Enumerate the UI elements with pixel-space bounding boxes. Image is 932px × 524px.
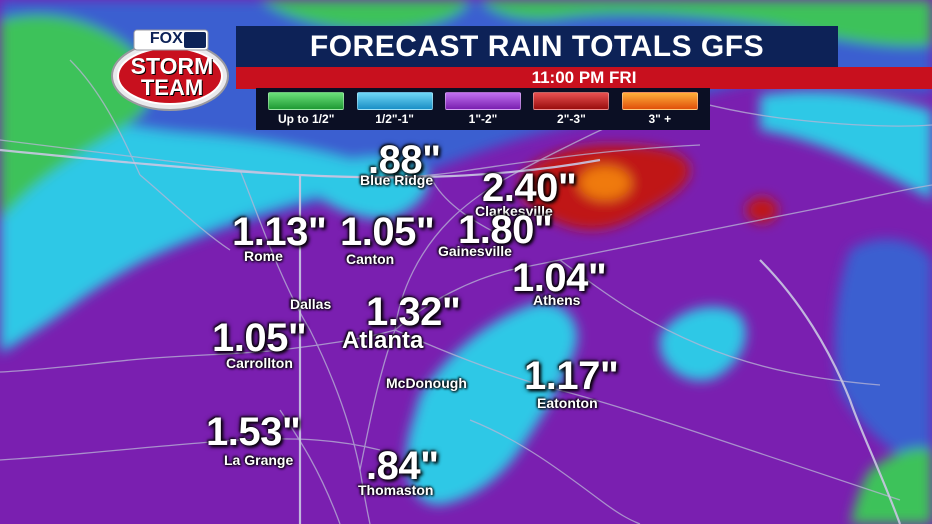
precip-zone-cyan-east [760,90,932,200]
precip-zone-green-southeast [850,448,932,524]
city-blue-ridge: Blue Ridge [360,172,434,188]
precip-zone-cyan-south-band [406,302,578,505]
legend-label: 1"-2" [468,112,498,126]
precip-zone-red-east-dot [746,197,778,223]
precip-zone-cyan-southeast-blob [660,306,746,381]
precip-zone-blue-east [834,239,932,470]
city-thomaston: Thomaston [358,482,434,498]
precip-zone-orange-core [579,166,631,200]
city-carrollton: Carrollton [226,355,293,371]
city-clarkesville: Clarkesville [475,203,553,219]
value-gainesville: 1.80" [458,208,553,252]
legend-label: Up to 1/2" [278,112,335,126]
legend-item: 3" + [616,92,704,126]
logo-storm-text: STORM [130,53,214,79]
legend-item: 1/2"-1" [350,92,438,126]
value-blue-ridge: .88" [368,138,441,182]
city-rome: Rome [244,248,283,264]
legend-swatch-purple [445,92,522,110]
value-athens: 1.04" [512,256,607,300]
fox5-storm-team-logo [111,29,229,111]
precip-zone-cyan-west [0,90,380,350]
value-clarkesville: 2.40" [482,166,577,210]
value-thomaston: .84" [366,444,439,488]
legend-item: 1"-2" [439,92,527,126]
city-gainesville: Gainesville [438,243,512,259]
state-borders [0,148,902,524]
forecast-time-bar: 11:00 PM FRI [236,67,932,89]
legend-swatch-green [268,92,345,110]
value-carrollton: 1.05" [212,316,307,360]
precip-legend: Up to 1/2" 1/2"-1" 1"-2" 2"-3" 3" + [256,88,710,130]
legend-item: 2"-3" [527,92,615,126]
logo-brand-text: FOX 5 [149,30,197,47]
precip-zone-cyan-north-central [300,157,429,220]
legend-swatch-red [533,92,610,110]
legend-label: 2"-3" [557,112,586,126]
legend-swatch-cyan [356,92,433,110]
forecast-title-bar: FORECAST RAIN TOTALS GFS [236,26,838,68]
city-eatonton: Eatonton [537,395,598,411]
city-canton: Canton [346,251,395,267]
value-la-grange: 1.53" [206,410,301,454]
city-atlanta: Atlanta [342,327,424,354]
precip-zone-green-northwest [0,15,151,221]
city-athens: Athens [533,292,581,308]
city-dallas: Dallas [290,296,332,312]
value-canton: 1.05" [340,210,435,254]
precip-zone-green-north-1 [260,0,470,30]
city-la-grange: La Grange [224,452,294,468]
legend-label: 3" + [648,112,672,126]
legend-swatch-orange [621,92,698,110]
legend-label: 1/2"-1" [375,112,414,126]
value-eatonton: 1.17" [524,354,619,398]
logo-team-text: TEAM [140,75,204,100]
legend-item: Up to 1/2" [262,92,350,126]
value-rome: 1.13" [232,210,327,254]
value-atlanta: 1.32" [366,290,461,334]
city-mcdonough: McDonough [386,375,467,391]
